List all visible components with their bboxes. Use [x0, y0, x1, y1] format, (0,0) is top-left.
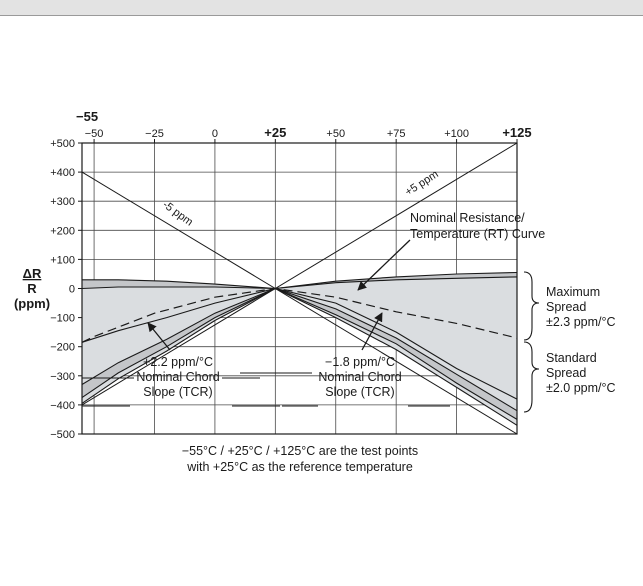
tcr-pos-label-3: Slope (TCR) [143, 385, 212, 399]
x-tick-label: +125 [502, 125, 531, 140]
tcr-pos-label-2: Nominal Chord [136, 370, 219, 384]
y-tick-label: +300 [50, 196, 75, 208]
minus-5ppm-line [81, 171, 518, 435]
y-tick-label: −100 [50, 313, 75, 325]
standard-spread-brace [523, 341, 540, 413]
rt-curve-label-2: Temperature (RT) Curve [410, 227, 545, 241]
tcr-neg-label-2: Nominal Chord [318, 370, 401, 384]
x-tick-label: 0 [212, 128, 218, 140]
y-tick-label: +400 [50, 167, 75, 179]
y-tick-label: +200 [50, 225, 75, 237]
std-spread-label-3: ±2.0 ppm/°C [546, 381, 616, 395]
tcr-pos-label-1: +2.2 ppm/°C [143, 355, 213, 369]
tcr-neg-arrow [361, 312, 383, 351]
std-spread-label-1: Standard [546, 351, 597, 365]
x-tick-label: −50 [85, 128, 104, 140]
rt-curve-arrow [357, 239, 411, 291]
y-label-unit: (ppm) [14, 296, 50, 311]
y-label-delta-r: ΔR [23, 266, 42, 281]
x-tick-label: +100 [444, 128, 469, 140]
maximum-spread-brace [523, 271, 540, 341]
minus-5ppm-label: -5 ppm [160, 199, 195, 229]
y-tick-label: +100 [50, 254, 75, 266]
footnote-line-2: with +25°C as the reference temperature [186, 460, 413, 474]
max-spread-label-1: Maximum [546, 285, 600, 299]
plus-5ppm-line [81, 142, 518, 406]
nominal-rt-curve [81, 287, 518, 343]
tcr-neg-label-1: −1.8 ppm/°C [325, 355, 395, 369]
series-layer [81, 142, 518, 435]
y-tick-label: −200 [50, 342, 75, 354]
y-label-r: R [27, 281, 37, 296]
max-spread-label-3: ±2.3 ppm/°C [546, 315, 616, 329]
max-spread-label-2: Spread [546, 300, 586, 314]
x-tick-label: +75 [387, 128, 406, 140]
y-tick-label: −500 [50, 429, 75, 441]
std-spread-label-2: Spread [546, 366, 586, 380]
rt-curve-label-1: Nominal Resistance/ [410, 211, 525, 225]
footnote-line-1: −55°C / +25°C / +125°C are the test poin… [182, 444, 418, 458]
window-top-bar [0, 0, 643, 16]
y-tick-label: 0 [69, 284, 75, 296]
axes: −50 −25 0 +25 +50 +75 +100 +125 −55 +500 +400 +300 +… [14, 109, 532, 441]
tcr-pos-arrow [147, 322, 171, 351]
x-tick-label-minus55: −55 [76, 109, 98, 124]
x-tick-label: +25 [264, 125, 286, 140]
annotations: -5 ppm +5 ppm Nominal Resistance/Temperatu… [82, 168, 616, 474]
y-tick-label: −300 [50, 371, 75, 383]
tcr-neg-label-3: Slope (TCR) [325, 385, 394, 399]
y-tick-label: −400 [50, 400, 75, 412]
x-tick-label: −25 [145, 128, 164, 140]
y-tick-label: +500 [50, 138, 75, 150]
x-tick-label: +50 [326, 128, 345, 140]
plus-5ppm-label: +5 ppm [403, 168, 441, 198]
